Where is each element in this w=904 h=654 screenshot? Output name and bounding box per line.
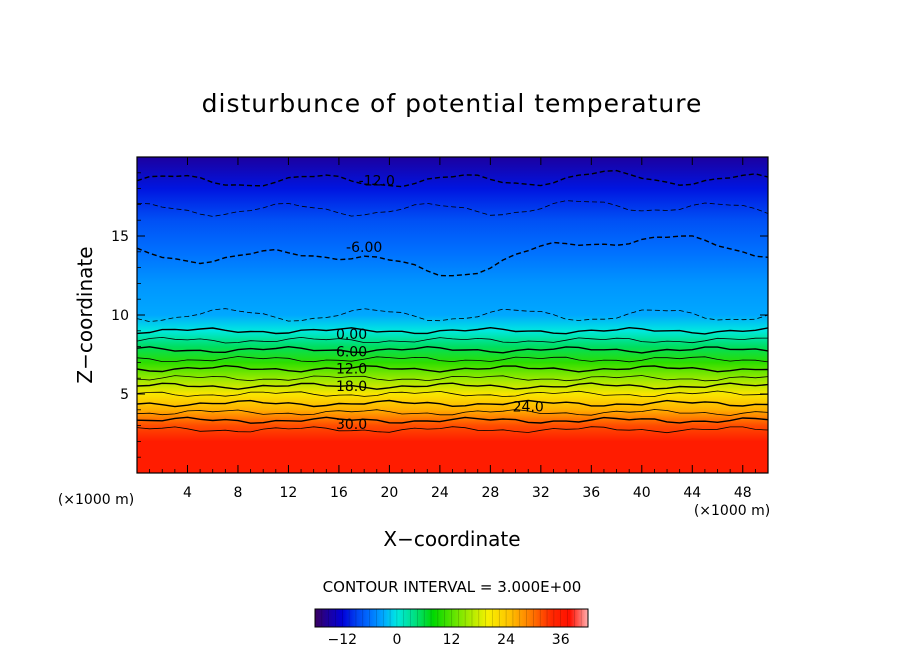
contour-line bbox=[137, 235, 768, 277]
y-axis-label: Z−coordinate bbox=[73, 246, 97, 383]
colorbar-tick-label: 0 bbox=[392, 632, 401, 648]
x-tick-label: 32 bbox=[532, 485, 550, 501]
contour-line bbox=[137, 382, 768, 390]
x-tick-label: 28 bbox=[481, 485, 499, 501]
contour-line bbox=[137, 326, 768, 335]
contour-line bbox=[137, 409, 768, 416]
contour-line bbox=[137, 375, 768, 382]
y-tick-label: 10 bbox=[111, 308, 129, 324]
contour-labels: -12.0 -6.00 0.006.00 12.018.0 24.0 30.0 bbox=[336, 174, 544, 433]
chart-title: disturbunce of potential temperature bbox=[202, 89, 703, 118]
contour-label: 0.00 bbox=[336, 327, 367, 343]
contour-line bbox=[137, 169, 768, 188]
colorbar-tick-label: −12 bbox=[328, 632, 358, 648]
contour-label: 6.00 bbox=[336, 344, 367, 360]
x-tick-label: 20 bbox=[380, 485, 398, 501]
x-tick-label: 24 bbox=[431, 485, 449, 501]
contour-label: 18.0 bbox=[336, 379, 367, 395]
x-axis-label: X−coordinate bbox=[383, 527, 520, 551]
contour-line bbox=[137, 200, 768, 217]
contour-interval-text: CONTOUR INTERVAL = 3.000E+00 bbox=[323, 578, 582, 596]
contour-line bbox=[137, 390, 768, 397]
plot-area: -12.0 -6.00 0.006.00 12.018.0 24.0 30.0 bbox=[136, 156, 769, 474]
temperature-field bbox=[137, 157, 768, 473]
contour-line bbox=[137, 356, 768, 363]
colorbar-tick-label: 12 bbox=[443, 632, 461, 648]
contour-label: 24.0 bbox=[513, 400, 544, 416]
contour-label: 12.0 bbox=[336, 362, 367, 378]
contour-line bbox=[137, 416, 768, 424]
x-unit-left: (×1000 m) bbox=[58, 492, 134, 508]
y-tick-label: 15 bbox=[111, 229, 129, 245]
contour-label: -6.00 bbox=[346, 240, 382, 256]
colorbar-ticks: −12 0 12 24 36 bbox=[328, 632, 570, 648]
x-tick-label: 48 bbox=[734, 485, 752, 501]
colorbar: −12 0 12 24 36 bbox=[314, 608, 589, 648]
x-tick-label: 8 bbox=[233, 485, 242, 501]
contour-line bbox=[137, 426, 768, 434]
x-unit-right: (×1000 m) bbox=[694, 503, 770, 519]
colorbar-frame bbox=[314, 608, 589, 628]
x-tick-label: 44 bbox=[683, 485, 701, 501]
x-tick-label: 36 bbox=[582, 485, 600, 501]
contour-line bbox=[137, 308, 768, 323]
contour-line bbox=[137, 399, 768, 408]
x-tick-label: 12 bbox=[280, 485, 298, 501]
contour-lines bbox=[137, 169, 768, 434]
x-tick-label: 16 bbox=[330, 485, 348, 501]
colorbar-tick-label: 24 bbox=[497, 632, 515, 648]
contour-line bbox=[137, 364, 768, 373]
contour-line bbox=[137, 345, 768, 354]
contour-label: -12.0 bbox=[359, 174, 395, 190]
x-tick-label: 40 bbox=[633, 485, 651, 501]
colorbar-tick-label: 36 bbox=[552, 632, 570, 648]
contour-label: 30.0 bbox=[336, 417, 367, 433]
colorbar-strip bbox=[315, 609, 588, 627]
colorbar-segments bbox=[314, 609, 582, 627]
x-axis: 4 8 12 16 20 24 28 32 36 40 44 48 bbox=[149, 157, 756, 501]
contour-line bbox=[137, 336, 768, 344]
y-tick-label: 5 bbox=[120, 387, 129, 403]
y-axis: 5 10 15 bbox=[111, 172, 768, 458]
x-tick-label: 4 bbox=[183, 485, 192, 501]
